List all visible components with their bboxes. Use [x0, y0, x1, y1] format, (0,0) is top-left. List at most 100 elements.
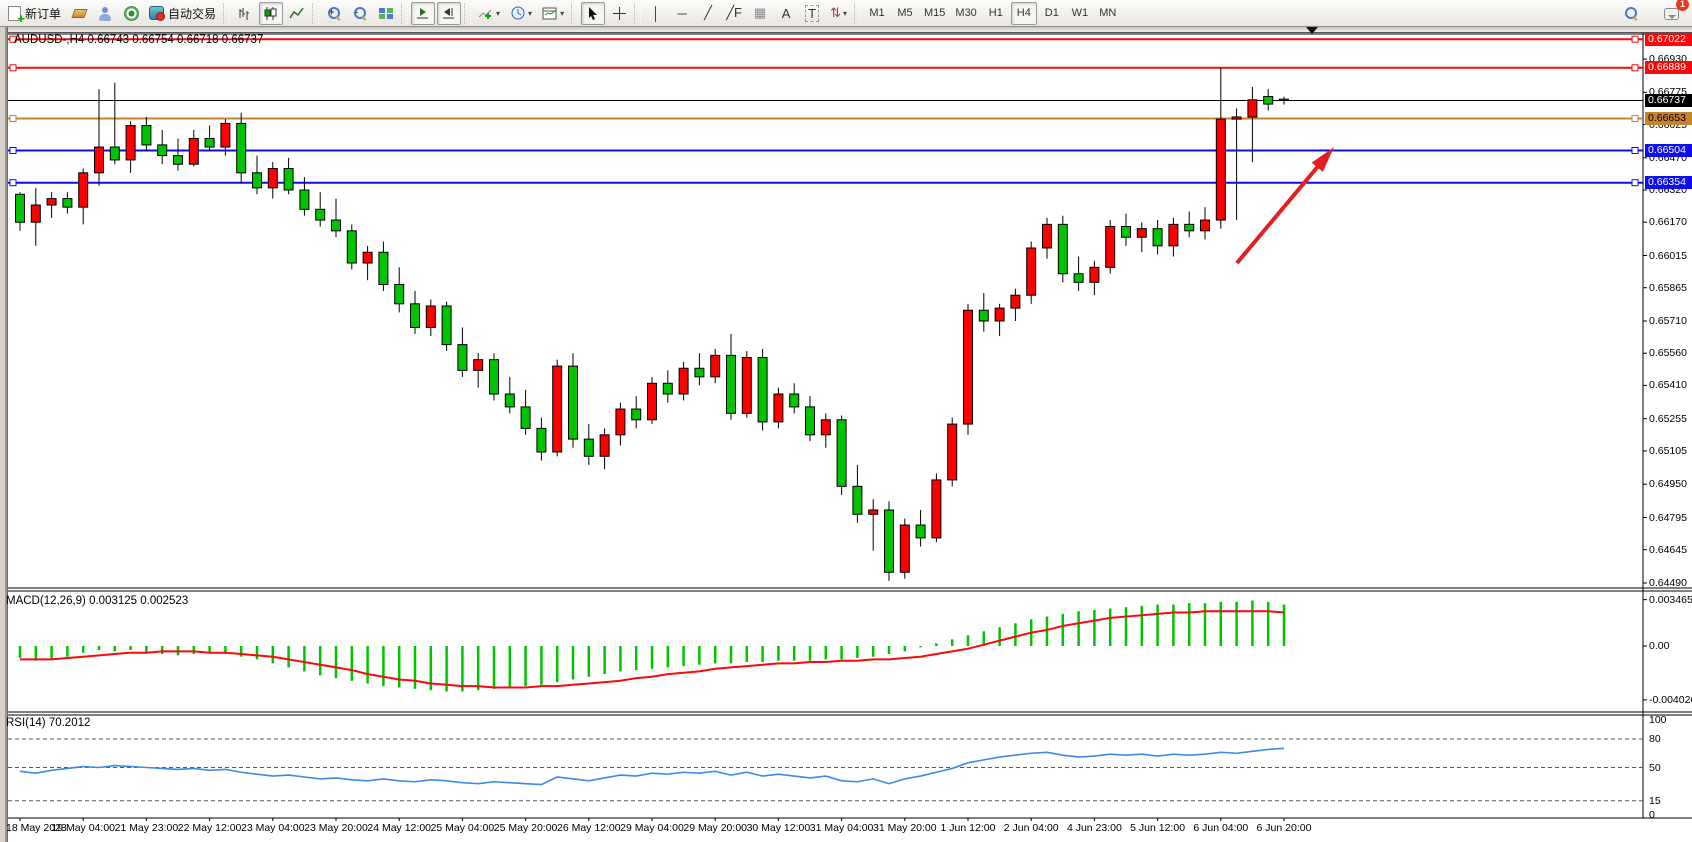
line-handle[interactable]: [9, 64, 17, 72]
price-axis-tick-label: 0.65865: [1649, 281, 1687, 294]
line-handle[interactable]: [9, 146, 17, 154]
timeframe-mn[interactable]: MN: [1099, 7, 1117, 19]
time-axis-label: 24 May 12:00: [367, 822, 432, 834]
eraser-button[interactable]: [67, 2, 91, 25]
auto-scroll-button[interactable]: [411, 1, 436, 25]
bar-chart-button[interactable]: [233, 2, 257, 25]
line-handle[interactable]: [9, 114, 17, 122]
rsi-indicator-label: RSI(14) 70.2012: [6, 717, 91, 729]
fibonacci-tool[interactable]: ╱F: [722, 2, 746, 25]
crosshair-icon: [612, 6, 626, 20]
text-tool[interactable]: A: [774, 2, 798, 25]
line-handle[interactable]: [1631, 114, 1639, 122]
zoom-in-button[interactable]: +: [322, 2, 346, 25]
timeframe-h4[interactable]: H4: [1010, 1, 1037, 25]
notifications-button[interactable]: 1: [1659, 0, 1689, 25]
line-handle[interactable]: [9, 179, 17, 187]
timeframe-m5[interactable]: M5: [897, 7, 913, 19]
new-order-button[interactable]: 新订单: [4, 2, 65, 26]
macd-indicator-label: MACD(12,26,9) 0.003125 0.002523: [6, 595, 189, 607]
chart-shift-button[interactable]: [437, 1, 462, 25]
zoom-out-button[interactable]: -: [348, 2, 372, 25]
current-price-label: 0.66737: [1645, 93, 1692, 107]
horizontal-line-tool[interactable]: ─: [670, 2, 694, 25]
toolbar: 新订单 自动交易 + -: [0, 0, 1692, 27]
timeframe-m30[interactable]: M30: [955, 7, 977, 19]
candlestick-bear: [252, 172, 262, 189]
candlestick-bull: [362, 251, 373, 264]
text-label-tool[interactable]: T: [800, 2, 824, 25]
arrows-tool[interactable]: ⇅ ▾: [826, 2, 851, 25]
time-axis-label: 4 Jun 23:00: [1066, 822, 1122, 834]
trendline-tool[interactable]: ╱: [696, 2, 720, 25]
fibonacci-icon: ╱F: [726, 5, 742, 20]
candlestick-bear: [457, 344, 468, 371]
candlestick-bull: [820, 419, 831, 436]
candlestick-bear: [805, 406, 815, 436]
timeframe-w1[interactable]: W1: [1071, 7, 1089, 19]
search-button[interactable]: [1619, 2, 1643, 25]
price-axis-tick-label: 0.64950: [1649, 478, 1687, 491]
candlestick-bull: [1231, 116, 1242, 120]
candlestick-bear: [1121, 226, 1131, 238]
time-axis-label: 18 May 2023: [6, 822, 67, 834]
text-icon: A: [781, 5, 791, 21]
rsi-axis-label: 50: [1649, 761, 1661, 774]
candlestick-chart-button[interactable]: [259, 1, 284, 25]
candlestick-bear: [1279, 98, 1289, 101]
timeframe-m1[interactable]: M1: [869, 7, 885, 19]
candlestick-bull: [425, 305, 436, 328]
tile-windows-button[interactable]: [374, 2, 398, 25]
search-icon: [1624, 7, 1638, 20]
price-line-label: 0.66354: [1645, 176, 1692, 190]
line-chart-button[interactable]: [285, 2, 309, 25]
candlestick-bear: [394, 283, 405, 305]
time-axis-label: 5 Jun 12:00: [1130, 822, 1186, 834]
timeframe-m15[interactable]: M15: [924, 7, 946, 19]
candlestick-bull: [1089, 266, 1100, 283]
candlestick-bull: [267, 168, 278, 189]
candlestick-bull: [710, 354, 721, 378]
signals-button[interactable]: [119, 2, 143, 25]
line-handle[interactable]: [1631, 146, 1639, 154]
cursor-tool-button[interactable]: [581, 1, 606, 25]
grid-tool[interactable]: ▦: [748, 2, 772, 25]
price-line-label: 0.67022: [1645, 32, 1692, 46]
timeframe-d1[interactable]: D1: [1044, 7, 1059, 19]
candlestick-bull: [1168, 223, 1179, 247]
candlestick-bear: [852, 485, 863, 515]
candlestick-bull: [46, 198, 57, 206]
candlestick-bear: [315, 208, 326, 221]
price-axis-tick-label: 0.65560: [1649, 347, 1687, 360]
periods-button[interactable]: ▾: [506, 2, 536, 25]
arrows-icon: ⇅: [830, 5, 841, 20]
chart-canvas[interactable]: [0, 27, 1692, 842]
line-handle[interactable]: [9, 35, 17, 43]
line-handle[interactable]: [1631, 64, 1639, 72]
price-axis-tick-label: 0.65255: [1649, 412, 1687, 425]
eraser-icon: [70, 8, 88, 18]
crosshair-tool-button[interactable]: [607, 2, 631, 25]
time-axis-label: 23 May 04:00: [240, 822, 305, 834]
chart-window[interactable]: AUDUSD-,H4 0.66743 0.66754 0.66718 0.667…: [0, 27, 1692, 842]
candlestick-bear: [157, 144, 168, 157]
candlestick-bull: [125, 125, 136, 161]
horizontal-line-icon: ─: [677, 5, 687, 21]
chart-end-marker-icon: [1306, 27, 1318, 40]
candlestick-bull: [188, 137, 199, 165]
candlestick-bear: [520, 406, 531, 429]
templates-button[interactable]: ▾: [538, 2, 568, 25]
time-axis-label: 30 May 12:00: [746, 822, 811, 834]
auto-trading-button[interactable]: 自动交易: [145, 2, 220, 25]
line-handle[interactable]: [1631, 179, 1639, 187]
candlestick-bear: [568, 365, 578, 440]
line-handle[interactable]: [1631, 35, 1639, 43]
indicators-button[interactable]: ▾: [474, 2, 504, 25]
trend-arrow-annotation[interactable]: [1235, 156, 1327, 265]
vertical-line-tool[interactable]: │: [644, 2, 668, 25]
profile-button[interactable]: [93, 2, 117, 25]
price-axis-tick-label: 0.65410: [1649, 379, 1687, 392]
template-icon: [542, 7, 557, 19]
timeframe-h1[interactable]: H1: [988, 7, 1003, 19]
candlestick-bear: [236, 122, 247, 174]
